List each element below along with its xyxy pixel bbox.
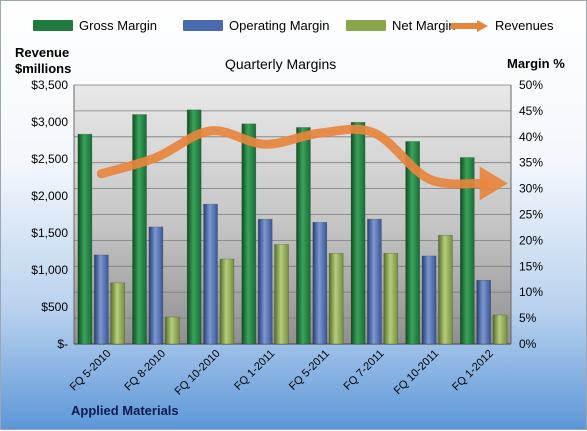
- bar-operating-margin: [313, 222, 327, 344]
- bar-net-margin: [111, 283, 125, 344]
- category-label: FQ 5-2011: [287, 348, 332, 393]
- bar-gross-margin: [296, 127, 310, 344]
- bar-net-margin: [384, 253, 398, 344]
- right-tick-label: 15%: [519, 259, 543, 273]
- bar-net-margin: [329, 253, 343, 344]
- category-label: FQ 1-2011: [232, 348, 277, 393]
- left-tick-label: $2,000: [31, 189, 68, 203]
- bar-gross-margin: [133, 115, 147, 344]
- legend-item-gross-margin: Gross Margin: [33, 18, 157, 33]
- left-tick-label: $2,500: [31, 152, 68, 166]
- right-tick-label: 35%: [519, 156, 543, 170]
- company-name: Applied Materials: [71, 403, 179, 418]
- bar-gross-margin: [187, 110, 201, 344]
- bar-operating-margin: [149, 227, 163, 344]
- bar-net-margin: [275, 245, 289, 344]
- category-label: FQ 10-2011: [392, 348, 441, 397]
- legend-label-net-margin: Net Margin: [392, 18, 456, 33]
- right-tick-label: 25%: [519, 208, 543, 222]
- bar-net-margin: [493, 315, 507, 344]
- legend-label-operating-margin: Operating Margin: [229, 18, 329, 33]
- bar-gross-margin: [78, 134, 92, 344]
- right-tick-label: 50%: [519, 78, 543, 92]
- left-tick-label: $3,500: [31, 78, 68, 92]
- legend-item-net-margin: Net Margin: [346, 18, 456, 33]
- right-tick-label: 5%: [519, 311, 537, 325]
- bar-net-margin: [165, 317, 179, 344]
- left-axis-label-line1: Revenue: [15, 45, 69, 60]
- legend-swatch-gross-margin: [33, 20, 73, 31]
- bar-operating-margin: [94, 255, 108, 344]
- legend-item-operating-margin: Operating Margin: [183, 18, 329, 33]
- right-tick-label: 45%: [519, 104, 543, 118]
- legend-swatch-net-margin: [346, 20, 386, 31]
- bar-operating-margin: [367, 219, 381, 344]
- left-axis-label-line2: $millions: [15, 61, 71, 76]
- category-label: FQ 7-2011: [341, 348, 386, 393]
- legend-label-revenues: Revenues: [495, 18, 554, 33]
- bar-operating-margin: [258, 219, 272, 344]
- category-label: FQ 5-2010: [68, 348, 114, 394]
- chart-title: Quarterly Margins: [225, 56, 336, 72]
- bar-gross-margin: [242, 124, 256, 344]
- left-tick-label: $3,000: [31, 115, 68, 129]
- right-tick-label: 40%: [519, 130, 543, 144]
- category-label: FQ 10-2010: [173, 348, 223, 398]
- bar-gross-margin: [351, 122, 365, 344]
- bar-net-margin: [438, 235, 452, 344]
- bar-operating-margin: [477, 280, 491, 344]
- category-label: FQ 8-2010: [122, 348, 168, 394]
- bar-net-margin: [220, 259, 234, 344]
- legend-item-revenues: Revenues: [449, 18, 554, 33]
- left-tick-label: $-: [57, 337, 68, 351]
- right-tick-label: 10%: [519, 285, 543, 299]
- right-axis-label: Margin %: [507, 56, 565, 71]
- category-label: FQ 1-2012: [450, 348, 496, 394]
- left-tick-label: $1,000: [31, 263, 68, 277]
- legend-swatch-operating-margin: [183, 20, 223, 31]
- legend-arrow-icon: [449, 19, 489, 33]
- left-tick-label: $1,500: [31, 226, 68, 240]
- legend-label-gross-margin: Gross Margin: [79, 18, 157, 33]
- right-tick-label: 20%: [519, 233, 543, 247]
- left-tick-label: $500: [41, 300, 68, 314]
- right-tick-label: 30%: [519, 182, 543, 196]
- bar-operating-margin: [204, 204, 218, 344]
- bar-operating-margin: [422, 256, 436, 344]
- right-tick-label: 0%: [519, 337, 537, 351]
